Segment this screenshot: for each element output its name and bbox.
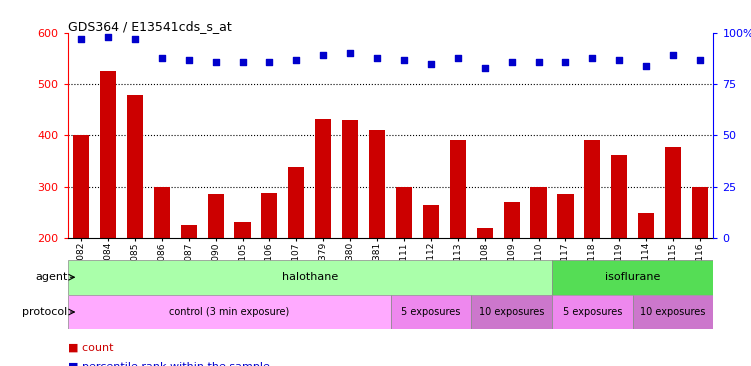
Point — [614, 57, 626, 63]
Point — [237, 59, 249, 64]
Point — [667, 53, 679, 59]
Text: ■ percentile rank within the sample: ■ percentile rank within the sample — [68, 362, 270, 366]
Bar — [396, 187, 412, 340]
Point — [452, 55, 464, 60]
Point — [694, 57, 706, 63]
Bar — [503, 202, 520, 340]
Bar — [472, 295, 552, 329]
Bar — [127, 96, 143, 340]
Bar — [261, 193, 278, 340]
Point — [102, 34, 114, 40]
Text: agent: agent — [35, 272, 68, 282]
Text: GDS364 / E13541cds_s_at: GDS364 / E13541cds_s_at — [68, 20, 231, 33]
Bar — [369, 130, 385, 340]
Bar — [100, 71, 116, 340]
Text: 5 exposures: 5 exposures — [401, 307, 460, 317]
Bar — [552, 295, 632, 329]
Point — [559, 59, 572, 64]
Bar — [288, 167, 304, 340]
Bar — [665, 147, 681, 340]
Point — [505, 59, 517, 64]
Text: 10 exposures: 10 exposures — [641, 307, 706, 317]
Point — [532, 59, 544, 64]
Bar — [638, 213, 654, 340]
Point — [398, 57, 410, 63]
Text: halothane: halothane — [282, 272, 338, 282]
Point — [155, 55, 167, 60]
Bar — [181, 225, 197, 340]
Bar — [552, 260, 713, 295]
Point — [344, 51, 356, 56]
Point — [640, 63, 652, 69]
Bar — [154, 187, 170, 340]
Text: control (3 min exposure): control (3 min exposure) — [169, 307, 289, 317]
Point — [129, 36, 141, 42]
Bar — [207, 194, 224, 340]
Point — [425, 61, 437, 67]
Bar — [391, 295, 472, 329]
Text: 5 exposures: 5 exposures — [562, 307, 622, 317]
Bar — [68, 260, 552, 295]
Text: 10 exposures: 10 exposures — [479, 307, 544, 317]
Point — [371, 55, 383, 60]
Point — [75, 36, 87, 42]
Point — [264, 59, 276, 64]
Text: isoflurane: isoflurane — [605, 272, 660, 282]
Bar — [584, 139, 601, 340]
Bar — [234, 221, 251, 340]
Bar — [632, 295, 713, 329]
Point — [478, 65, 490, 71]
Point — [317, 53, 329, 59]
Bar — [477, 228, 493, 340]
Bar — [611, 155, 627, 340]
Bar — [557, 194, 574, 340]
Point — [210, 59, 222, 64]
Bar — [342, 120, 358, 340]
Bar — [450, 139, 466, 340]
Point — [291, 57, 303, 63]
Bar — [530, 187, 547, 340]
Bar — [315, 119, 331, 340]
Bar — [423, 205, 439, 340]
Bar — [73, 135, 89, 340]
Bar — [68, 295, 391, 329]
Point — [587, 55, 599, 60]
Text: protocol: protocol — [23, 307, 68, 317]
Text: ■ count: ■ count — [68, 342, 113, 352]
Bar — [692, 187, 708, 340]
Point — [182, 57, 195, 63]
